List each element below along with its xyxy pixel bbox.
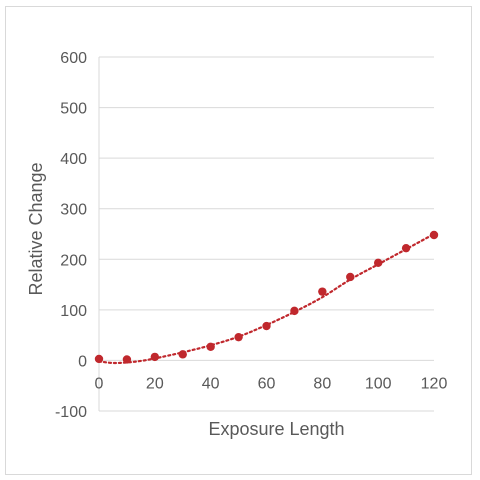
chart-frame (5, 6, 472, 475)
data-point (150, 352, 160, 362)
y-tick-label: 300 (60, 202, 87, 219)
y-tick-label: 400 (60, 151, 87, 168)
data-point (318, 287, 327, 296)
data-point (206, 342, 215, 351)
trendline (97, 232, 436, 365)
data-point (346, 272, 355, 282)
data-points (94, 230, 439, 364)
y-tick-label: 600 (60, 50, 87, 67)
x-tick-label: 0 (95, 375, 104, 392)
data-point (94, 354, 104, 364)
x-tick-label: 120 (421, 375, 448, 392)
x-tick-label: 100 (365, 375, 392, 392)
x-tick-label: 80 (313, 375, 331, 392)
x-tick-label: 60 (258, 375, 276, 392)
data-point (373, 258, 383, 268)
y-tick-label: 0 (78, 353, 87, 370)
y-axis-title: Relative Change (26, 162, 46, 295)
data-point (122, 355, 132, 364)
y-tick-label: 500 (60, 101, 87, 118)
gridlines (99, 56, 434, 412)
data-point (178, 350, 187, 359)
y-tick-label: 100 (60, 303, 87, 320)
data-point (401, 243, 411, 253)
x-tick-label: 20 (146, 375, 164, 392)
y-tick-label: -100 (55, 404, 87, 421)
y-tick-label: 200 (60, 252, 87, 269)
data-point (290, 306, 299, 316)
data-point (262, 321, 271, 331)
x-axis-title: Exposure Length (208, 419, 344, 439)
data-point (234, 332, 243, 342)
x-tick-label: 40 (202, 375, 220, 392)
y-tick-labels: -100 0 100 200 300 400 500 600 (55, 50, 87, 421)
x-tick-labels: 0 20 40 60 80 100 120 (95, 375, 448, 392)
data-point (429, 230, 439, 240)
